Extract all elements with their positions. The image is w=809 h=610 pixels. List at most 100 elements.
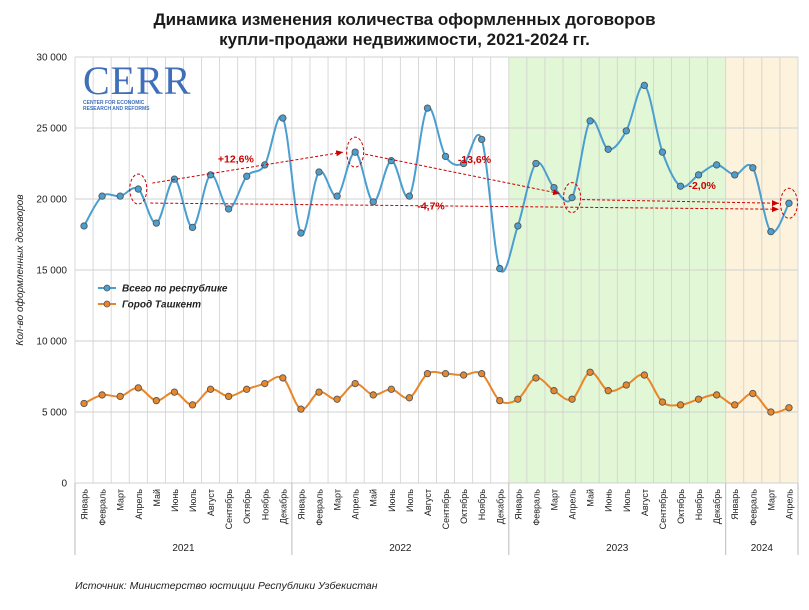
y-tick-label: 15 000	[36, 266, 67, 277]
chart-title-line1: Динамика изменения количества оформленны…	[153, 10, 656, 29]
annotation-label: -4,7%	[417, 200, 445, 212]
y-tick-label: 30 000	[36, 53, 67, 64]
data-point	[441, 152, 450, 161]
x-tick-label: Декабрь	[712, 489, 722, 524]
x-tick-label: Апрель	[134, 489, 144, 520]
data-point	[224, 205, 233, 213]
data-point	[333, 192, 341, 200]
y-tick-label: 5 000	[42, 408, 67, 419]
legend-swatch-marker	[103, 300, 111, 308]
x-tick-label: Январь	[80, 489, 90, 520]
data-point	[369, 198, 377, 206]
year-label: 2021	[172, 543, 195, 554]
year-label: 2022	[389, 543, 412, 554]
source-note: Источник: Министерство юстиции Республик…	[75, 580, 378, 592]
year-label: 2024	[751, 543, 774, 554]
data-point	[694, 395, 703, 403]
data-point	[785, 404, 793, 412]
data-point	[676, 182, 685, 190]
data-point	[188, 401, 197, 409]
data-point	[478, 135, 486, 144]
data-point	[568, 395, 576, 403]
data-point	[731, 401, 739, 409]
chart-title-line2: купли-продажи недвижимости, 2021-2024 гг…	[219, 30, 590, 49]
data-point	[405, 192, 414, 200]
data-point	[98, 391, 106, 399]
data-point	[767, 228, 775, 236]
data-point	[279, 114, 287, 122]
x-tick-label: Февраль	[748, 489, 758, 526]
legend-label: Всего по республике	[122, 283, 228, 295]
x-tick-label: Декабрь	[278, 489, 288, 524]
highlight-ellipse	[129, 173, 148, 205]
x-tick-label: Ноябрь	[477, 489, 487, 521]
x-tick-label: Апрель	[784, 489, 794, 520]
data-point	[713, 161, 721, 169]
data-point	[351, 379, 359, 388]
data-point	[568, 193, 576, 202]
x-tick-label: Декабрь	[495, 489, 505, 524]
data-point	[369, 391, 377, 399]
x-tick-label: Май	[586, 489, 596, 507]
x-tick-label: Февраль	[531, 489, 541, 526]
data-point	[694, 171, 703, 179]
data-point	[315, 168, 323, 176]
data-point	[297, 405, 305, 413]
x-tick-label: Май	[369, 489, 379, 507]
data-point	[152, 396, 160, 405]
data-point	[134, 185, 142, 193]
y-tick-label: 10 000	[36, 337, 67, 348]
data-point	[640, 81, 649, 90]
data-point	[550, 387, 558, 395]
annotation-label: +12,6%	[218, 153, 255, 165]
x-tick-label: Июль	[622, 489, 632, 512]
data-point	[676, 401, 685, 409]
annotation-arrow	[152, 150, 344, 184]
data-point	[333, 395, 341, 403]
data-point	[80, 399, 88, 408]
x-tick-label: Март	[333, 489, 343, 511]
x-tick-label: Май	[152, 489, 162, 507]
x-tick-label: Январь	[513, 489, 523, 520]
y-tick-label: 25 000	[36, 124, 67, 135]
data-point	[459, 371, 468, 379]
x-tick-label: Ноябрь	[260, 489, 270, 521]
x-tick-label: Апрель	[351, 489, 361, 520]
data-point	[749, 389, 757, 398]
data-point	[134, 384, 142, 392]
data-point	[224, 392, 233, 401]
x-tick-label: Апрель	[568, 489, 578, 520]
x-tick-label: Август	[640, 489, 650, 516]
data-point	[496, 396, 504, 405]
x-tick-label: Июль	[188, 489, 198, 512]
x-tick-label: Июнь	[387, 489, 397, 512]
data-point	[658, 148, 667, 156]
annotation-arrow	[582, 199, 779, 207]
data-point	[586, 117, 594, 125]
x-tick-label: Январь	[296, 489, 306, 520]
data-point	[80, 222, 88, 230]
x-tick-label: Октябрь	[242, 489, 252, 524]
x-tick-label: Январь	[730, 489, 740, 520]
data-point	[459, 159, 468, 168]
x-tick-label: Март	[116, 489, 126, 511]
x-tick-label: Сентябрь	[441, 489, 451, 530]
data-point	[496, 264, 504, 273]
data-point	[622, 127, 630, 135]
series-line-tashkent	[83, 370, 790, 414]
data-point	[658, 398, 667, 406]
x-tick-label: Июнь	[170, 489, 180, 512]
highlight-ellipse	[563, 182, 582, 214]
y-tick-label: 20 000	[36, 195, 67, 206]
year-label: 2023	[606, 543, 629, 554]
x-tick-label: Июль	[405, 489, 415, 512]
data-point	[405, 394, 414, 402]
legend-label: Город Ташкент	[122, 300, 201, 311]
cerr-logo: CERR CENTER FOR ECONOMIC RESEARCH AND RE…	[83, 61, 191, 113]
logo-subtitle-1: CENTER FOR ECONOMIC	[83, 100, 145, 106]
data-point	[514, 395, 522, 403]
data-point	[315, 388, 323, 396]
data-point	[206, 171, 215, 179]
